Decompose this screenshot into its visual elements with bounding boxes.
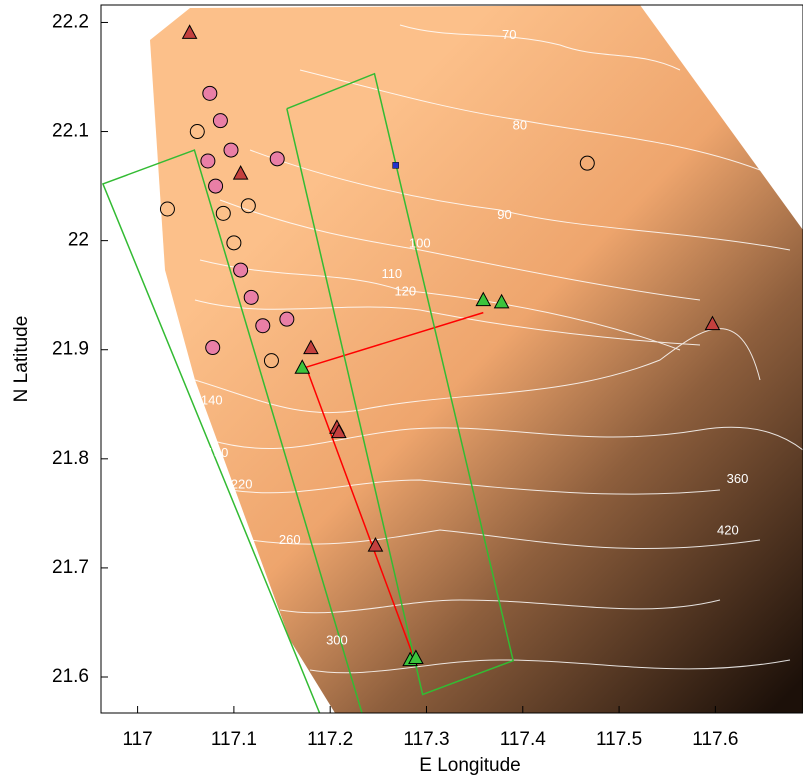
triangle-marker	[232, 165, 249, 180]
survey-area	[150, 5, 803, 713]
y-tick-label: 22.2	[52, 11, 89, 32]
x-tick-label: 117.4	[500, 729, 547, 750]
circle-marker	[159, 201, 175, 217]
contour-label: 70	[502, 27, 516, 42]
contour-label: 300	[326, 632, 348, 647]
contour-label: 220	[231, 476, 253, 491]
y-tick-label: 21.8	[52, 448, 89, 469]
circle-marker	[215, 205, 231, 221]
track-line	[286, 72, 515, 696]
circle-marker	[263, 353, 279, 369]
x-tick-label: 117.6	[692, 729, 738, 750]
x-tick-label: 117.3	[403, 729, 449, 750]
y-tick-label: 22	[68, 230, 89, 251]
x-tick-label: 117	[122, 729, 152, 750]
circle-marker	[269, 151, 285, 167]
circle-marker	[208, 178, 224, 194]
circle-marker	[223, 142, 239, 158]
circle-marker	[243, 289, 259, 305]
contour-label: 420	[717, 522, 739, 537]
contour-label: 110	[381, 266, 402, 281]
y-tick-label: 22.1	[52, 121, 89, 142]
x-tick-label: 117.5	[596, 729, 642, 750]
y-tick-label: 21.9	[52, 339, 89, 360]
y-tick-label: 21.7	[52, 557, 89, 578]
contour-label: 180	[207, 445, 229, 460]
contour-label: 90	[497, 207, 511, 222]
circle-marker	[189, 124, 205, 140]
x-axis-label: E Longitude	[419, 755, 520, 776]
circle-marker	[212, 113, 228, 129]
circle-marker	[205, 340, 221, 356]
circle-marker	[200, 153, 216, 169]
triangle-marker	[181, 24, 198, 39]
x-tick-label: 117.2	[307, 729, 353, 750]
contour-label: 80	[513, 118, 527, 133]
x-tick-label: 117.1	[211, 729, 257, 750]
circle-marker	[240, 198, 256, 214]
map-layer: 70 80 90 100 110 120 140 180 220 260 300 360 420	[101, 24, 749, 713]
triangle-marker	[331, 423, 347, 439]
y-tick-label: 21.6	[52, 666, 89, 687]
triangle-marker	[303, 339, 319, 355]
circle-marker	[255, 318, 271, 334]
square-marker	[392, 162, 399, 169]
circle-marker	[579, 155, 595, 171]
triangle-marker	[408, 649, 424, 664]
plot-frame	[100, 4, 803, 714]
track-line	[101, 149, 363, 713]
y-axis-label: N Latitude	[11, 316, 32, 403]
contours	[194, 24, 803, 674]
triangle-marker	[493, 293, 510, 309]
triangle-marker	[704, 315, 721, 331]
circle-marker	[226, 235, 242, 251]
contour-label: 120	[394, 283, 416, 298]
contour-label: 140	[201, 392, 223, 407]
circle-marker	[279, 311, 295, 327]
triangle-marker	[475, 291, 492, 307]
contour-label: 260	[279, 532, 301, 547]
contour-label: 100	[409, 235, 431, 250]
contour-label: 360	[727, 471, 749, 486]
plot-area: 70 80 90 100 110 120 140 180 220 260 300 360 420	[101, 5, 803, 713]
circle-marker	[233, 262, 249, 278]
circle-marker	[202, 85, 218, 101]
triangle-marker	[294, 359, 311, 374]
triangle-marker	[367, 537, 384, 552]
